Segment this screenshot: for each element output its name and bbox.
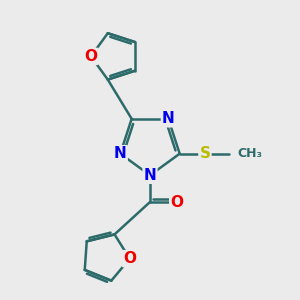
Text: O: O <box>84 49 98 64</box>
Text: O: O <box>123 251 136 266</box>
Text: CH₃: CH₃ <box>238 147 262 160</box>
Text: N: N <box>114 146 127 161</box>
Text: O: O <box>170 194 183 209</box>
Text: S: S <box>200 146 210 161</box>
Text: N: N <box>162 111 175 126</box>
Text: N: N <box>144 168 156 183</box>
